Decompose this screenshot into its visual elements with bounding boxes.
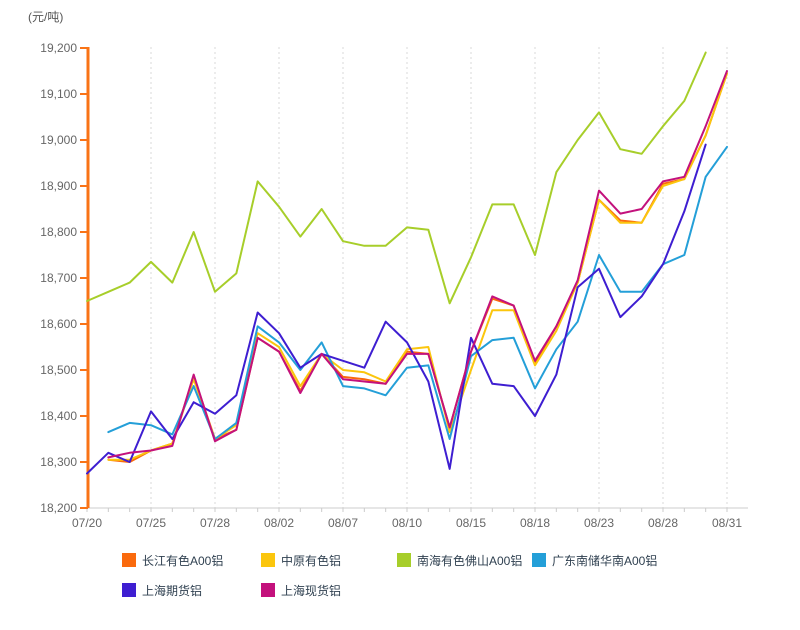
series-line-2 (86, 51, 707, 305)
legend-item-changjiang-a00[interactable]: 长江有色A00铝 (122, 552, 223, 568)
legend-item-zhongyuan[interactable]: 中原有色铝 (261, 552, 341, 568)
legend-label: 广东南储华南A00铝 (552, 553, 658, 568)
legend-swatch (122, 553, 136, 567)
legend-item-shanghai-futures[interactable]: 上海期货铝 (122, 582, 202, 598)
x-tick-label: 08/15 (456, 516, 486, 530)
y-axis-unit-label: (元/吨) (28, 10, 64, 24)
legend-item-nanhai-foshan-a00[interactable]: 南海有色佛山A00铝 (397, 552, 522, 568)
x-tick-label: 08/02 (264, 516, 294, 530)
y-tick-label: 18,300 (40, 455, 77, 469)
x-tick-label: 07/25 (136, 516, 166, 530)
x-tick-label: 07/28 (200, 516, 230, 530)
y-axis-tick-labels: 19,200 19,100 19,000 18,900 18,800 18,700 18,6… (40, 41, 77, 515)
x-tick-label: 08/18 (520, 516, 550, 530)
y-tick-label: 18,700 (40, 271, 77, 285)
y-tick-label: 19,100 (40, 87, 77, 101)
y-tick-label: 18,600 (40, 317, 77, 331)
legend-swatch (261, 583, 275, 597)
x-tick-label: 08/31 (712, 516, 742, 530)
series-line-1 (107, 72, 728, 461)
y-tick-label: 19,200 (40, 41, 77, 55)
legend-swatch (261, 553, 275, 567)
series-lines (86, 51, 728, 475)
legend-label: 上海现货铝 (281, 583, 342, 598)
legend-item-shanghai-spot[interactable]: 上海现货铝 (261, 582, 341, 598)
y-tick-label: 18,400 (40, 409, 77, 423)
x-axis (86, 507, 748, 512)
legend-item-guangdong-nanchu-a00[interactable]: 广东南储华南A00铝 (532, 552, 657, 568)
x-tick-label: 08/10 (392, 516, 422, 530)
x-axis-tick-labels: 07/20 07/25 07/28 08/02 08/07 08/10 08/15 08/18… (72, 516, 742, 530)
x-tick-label: 08/07 (328, 516, 358, 530)
x-tick-label: 07/20 (72, 516, 102, 530)
series-line-5 (107, 70, 728, 459)
y-tick-label: 18,200 (40, 501, 77, 515)
y-tick-label: 18,900 (40, 179, 77, 193)
y-tick-label: 18,500 (40, 363, 77, 377)
y-axis (80, 47, 90, 509)
legend-swatch (122, 583, 136, 597)
y-tick-label: 18,800 (40, 225, 77, 239)
y-tick-label: 19,000 (40, 133, 77, 147)
price-line-chart: 19,200 19,100 19,000 18,900 18,800 18,700 18,6… (40, 41, 748, 530)
x-tick-label: 08/23 (584, 516, 614, 530)
legend-swatch (532, 553, 546, 567)
date-gridlines (86, 47, 728, 508)
legend-label: 南海有色佛山A00铝 (417, 553, 523, 568)
series-line-4 (86, 143, 707, 475)
x-tick-label: 08/28 (648, 516, 678, 530)
legend-swatch (397, 553, 411, 567)
legend-label: 上海期货铝 (142, 583, 203, 598)
legend-label: 长江有色A00铝 (142, 553, 224, 568)
legend-label: 中原有色铝 (281, 553, 342, 568)
